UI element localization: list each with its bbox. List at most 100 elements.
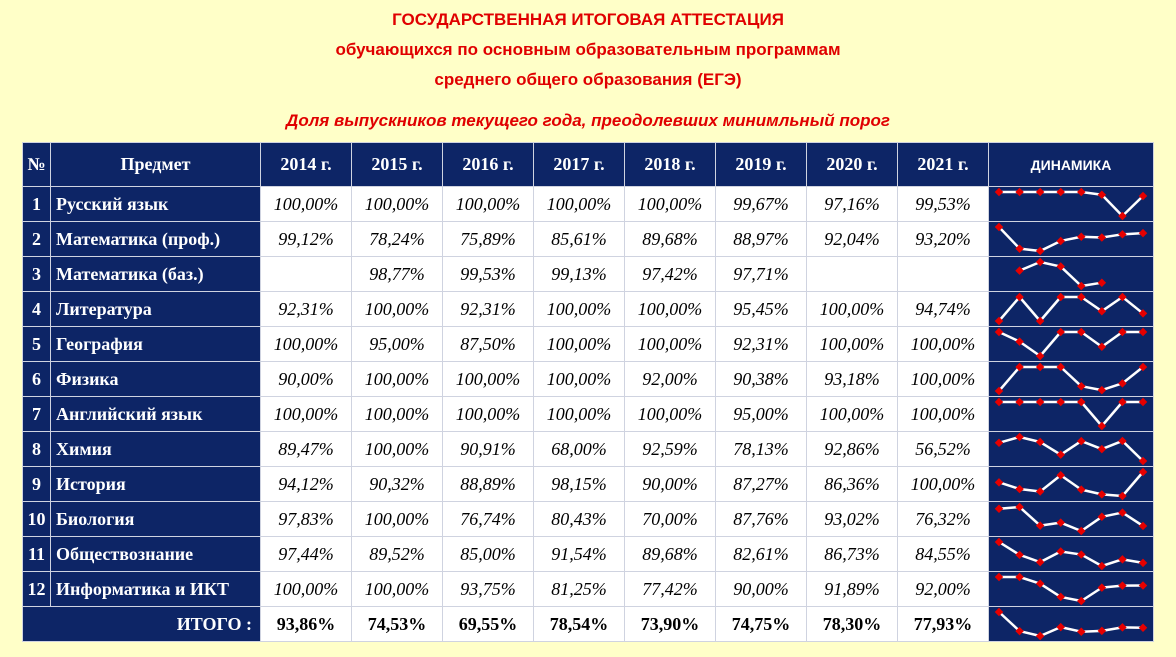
sparkline-segment	[998, 611, 1021, 632]
value-cell: 78,24%	[351, 221, 443, 257]
sparkline-chart	[994, 327, 1148, 361]
row-number: 3	[22, 256, 51, 292]
subject-name: Английский язык	[50, 396, 261, 432]
sparkline-chart	[994, 467, 1148, 501]
sparkline-point	[1035, 557, 1045, 567]
value-cell: 100,00%	[624, 291, 716, 327]
sparkline-segment	[1100, 401, 1124, 427]
sparkline-chart	[994, 572, 1148, 606]
value-cell: 92,31%	[260, 291, 352, 327]
value-cell: 100,00%	[533, 186, 625, 222]
value-cell: 68,00%	[533, 431, 625, 467]
table-row: 12 Информатика и ИКТ 100,00% 100,00% 93,75% 8…	[22, 571, 1154, 607]
total-value-cell: 73,90%	[624, 606, 716, 642]
total-row: ИТОГО :93,86% 74,53% 69,55% 78,54% 73,90% 74,…	[22, 606, 1154, 642]
sparkline-segment	[1080, 401, 1103, 427]
header-row: № Предмет 2014 г. 2015 г. 2016 г. 2017 г…	[22, 142, 1154, 187]
sparkline-segment	[1080, 553, 1103, 568]
sparkline-point	[1056, 547, 1065, 556]
value-cell: 92,31%	[442, 291, 534, 327]
value-cell: 100,00%	[260, 326, 352, 362]
row-number: 5	[22, 326, 51, 362]
value-cell: 100,00%	[897, 361, 989, 397]
sparkline-segment	[1039, 625, 1062, 638]
dynamics-cell	[988, 396, 1154, 432]
sparkline-segment	[1039, 331, 1062, 357]
header-year: 2018 г.	[624, 142, 716, 187]
value-cell: 100,00%	[260, 571, 352, 607]
sparkline-point	[1056, 362, 1065, 372]
subject-name: Математика (баз.)	[50, 256, 261, 292]
value-cell: 99,53%	[897, 186, 989, 222]
total-value-cell: 78,54%	[533, 606, 625, 642]
dynamics-cell	[988, 291, 1154, 327]
sparkline-point	[1077, 281, 1086, 291]
value-cell: 91,89%	[806, 571, 898, 607]
sparkline-point	[1056, 187, 1065, 197]
sparkline-point	[1118, 623, 1127, 632]
sparkline-point	[1015, 362, 1024, 372]
sparkline-segment	[1101, 295, 1124, 313]
sparkline-segment	[1019, 575, 1041, 585]
sparkline-point	[1118, 581, 1127, 590]
subject-name: Литература	[50, 291, 261, 327]
value-cell: 82,61%	[715, 536, 807, 572]
value-cell: 70,00%	[624, 501, 716, 537]
value-cell: 100,00%	[806, 326, 898, 362]
value-cell: 100,00%	[442, 396, 534, 432]
dynamics-cell	[988, 326, 1154, 362]
header-subject: Предмет	[50, 142, 261, 187]
value-cell: 88,89%	[442, 466, 534, 502]
value-cell: 100,00%	[351, 186, 443, 222]
value-cell: 89,47%	[260, 431, 352, 467]
sparkline-segment	[1059, 366, 1083, 388]
sparkline-point	[994, 397, 1004, 407]
table-row: 10 Биология 97,83% 100,00% 76,74% 80,43% 70,00…	[22, 501, 1154, 537]
value-cell: 100,00%	[533, 396, 625, 432]
sparkline-segment	[1080, 515, 1103, 533]
sparkline-point	[1077, 381, 1086, 391]
value-cell: 88,97%	[715, 221, 807, 257]
value-cell: 93,20%	[897, 221, 989, 257]
row-number: 4	[22, 291, 51, 327]
value-cell: 100,00%	[533, 361, 625, 397]
row-number: 7	[22, 396, 51, 432]
sparkline-segment	[1059, 265, 1083, 287]
value-cell: 100,00%	[351, 291, 443, 327]
value-cell: 92,00%	[624, 361, 716, 397]
value-cell: 100,00%	[624, 326, 716, 362]
header-year: 2021 г.	[897, 142, 989, 187]
value-cell: 90,00%	[624, 466, 716, 502]
value-cell: 100,00%	[351, 501, 443, 537]
value-cell: 97,83%	[260, 501, 352, 537]
sparkline-segment	[1039, 474, 1062, 493]
sparkline-chart	[994, 432, 1148, 466]
sparkline-segment	[1039, 582, 1062, 598]
value-cell: 100,00%	[260, 396, 352, 432]
sparkline-segment	[1080, 295, 1103, 313]
value-cell: 81,25%	[533, 571, 625, 607]
sparkline-point	[1077, 627, 1086, 636]
subject-name: Химия	[50, 431, 261, 467]
value-cell: 99,13%	[533, 256, 625, 292]
sparkline-segment	[1059, 474, 1083, 491]
sparkline-segment	[1019, 629, 1041, 638]
sparkline-point	[1056, 397, 1065, 407]
sparkline-point	[1015, 292, 1024, 302]
sparkline-chart	[994, 292, 1148, 326]
table-row: 1 Русский язык 100,00% 100,00% 100,00% 100,00…	[22, 186, 1154, 222]
sparkline-chart	[994, 187, 1148, 221]
sparkline-segment	[998, 366, 1021, 392]
sparkline-point	[1015, 502, 1024, 512]
sparkline-point	[1056, 292, 1065, 302]
title-line-2: обучающихся по основным образовательным …	[335, 40, 841, 59]
value-cell: 98,77%	[351, 256, 443, 292]
sparkline-point	[1056, 592, 1065, 602]
row-number: 10	[22, 501, 51, 537]
dynamics-cell	[988, 606, 1154, 642]
value-cell: 86,36%	[806, 466, 898, 502]
sparkline-segment	[1080, 330, 1103, 348]
table-row: 7 Английский язык 100,00% 100,00% 100,00% 100…	[22, 396, 1154, 432]
sparkline-point	[994, 572, 1004, 582]
row-number: 6	[22, 361, 51, 397]
